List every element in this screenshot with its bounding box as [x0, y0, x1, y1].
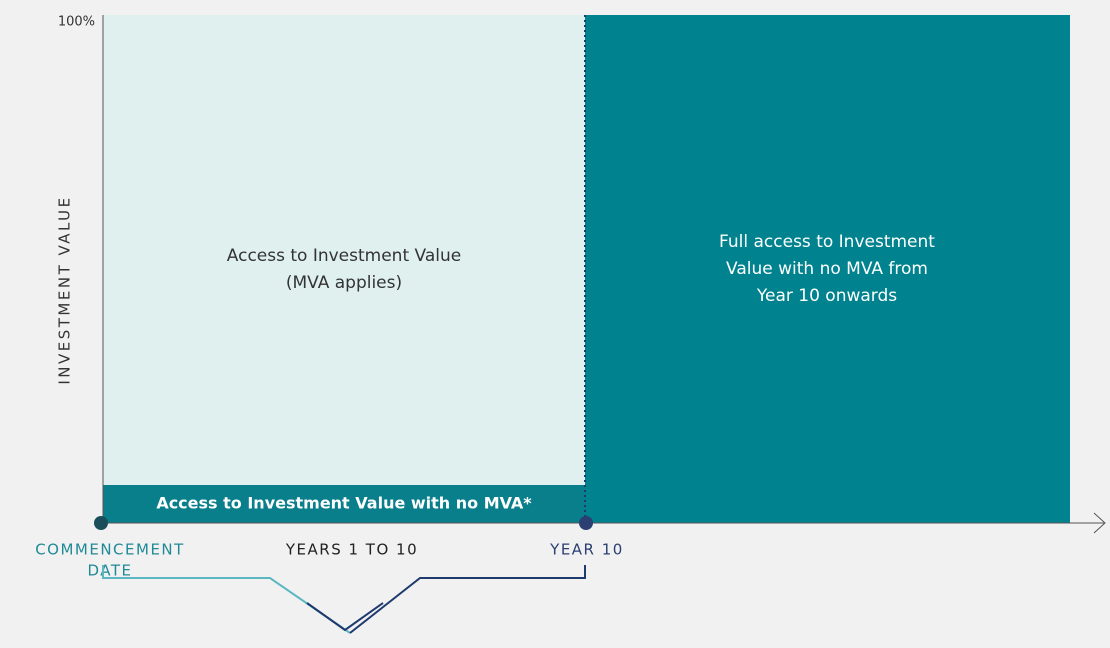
x-start-label: COMMENCEMENT: [35, 541, 185, 559]
y-top-label: 100%: [58, 15, 95, 30]
mva-region: [103, 15, 585, 485]
bracket-left: [102, 565, 351, 634]
region-text: Year 10 onwards: [756, 286, 897, 306]
no-mva-strip: [103, 485, 585, 523]
x-period-label: YEARS 1 TO 10: [285, 541, 418, 559]
bracket-chevron: [306, 602, 384, 632]
x-start-label: DATE: [87, 562, 132, 580]
x-end-label: YEAR 10: [549, 541, 624, 559]
start-dot: [94, 516, 108, 530]
year-10-dot: [579, 516, 593, 530]
bracket-right: [349, 565, 586, 634]
x-axis-arrow: [1093, 512, 1106, 534]
y-axis-label: INVESTMENT VALUE: [56, 195, 74, 384]
region-text: (MVA applies): [286, 273, 402, 293]
strip-text: Access to Investment Value with no MVA*: [156, 494, 532, 513]
region-text: Access to Investment Value: [227, 246, 461, 266]
full-access-region: [585, 15, 1070, 523]
region-text: Value with no MVA from: [726, 259, 928, 279]
region-text: Full access to Investment: [719, 232, 935, 252]
